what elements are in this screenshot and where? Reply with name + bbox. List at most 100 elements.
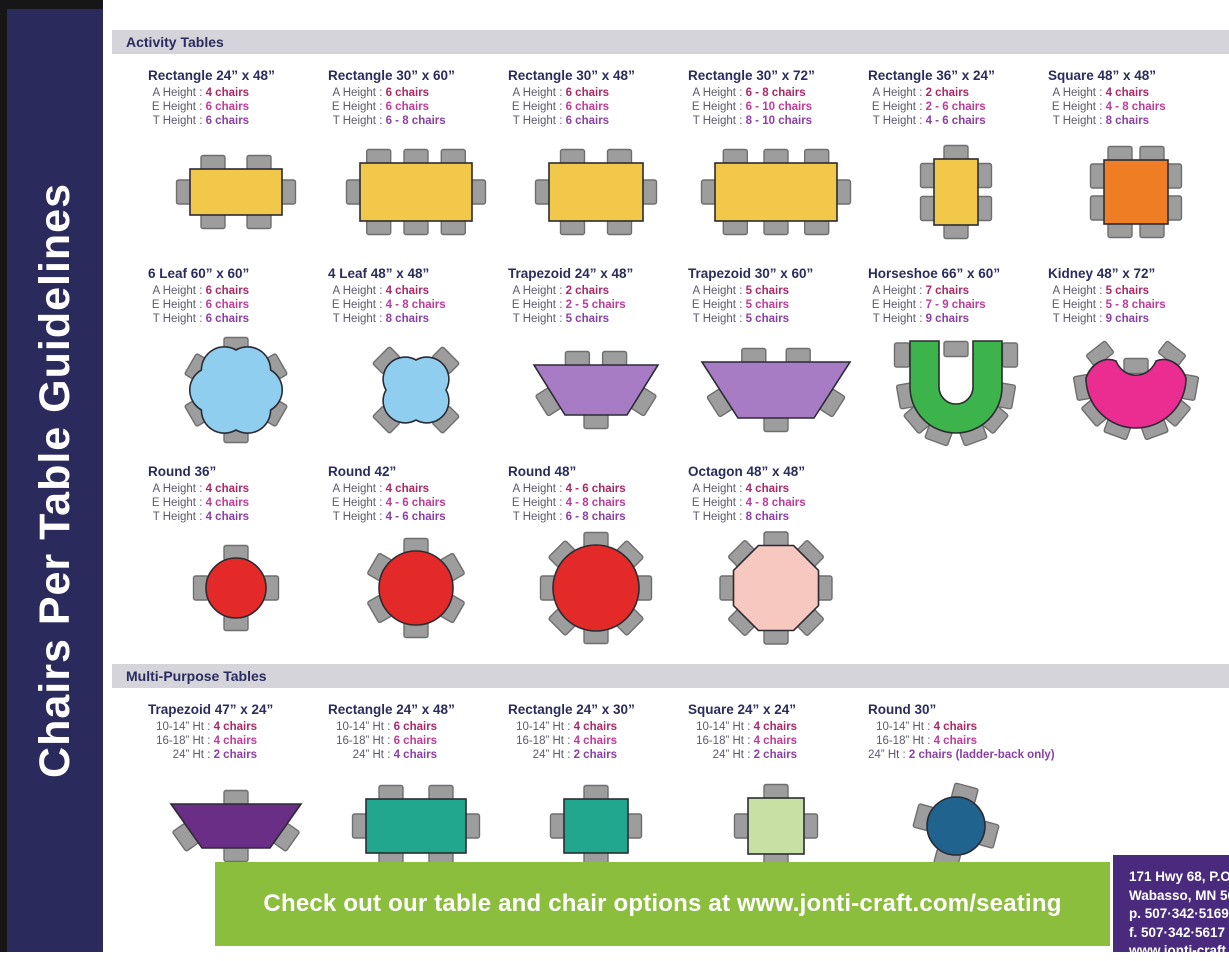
promo-banner-text: Check out our table and chair options at… <box>263 890 1062 917</box>
spec-colon: : <box>556 511 566 523</box>
table-shape <box>189 346 283 434</box>
spec-colon: : <box>736 115 746 127</box>
spec-row: T Height : 8 chairs <box>688 510 868 524</box>
spec-row: A Height : 4 chairs <box>688 482 868 496</box>
spec-row: A Height : 6 - 8 chairs <box>688 86 868 100</box>
table-card: Rectangle 24” x 48” 10-14” Ht : 6 chairs 1… <box>328 702 508 886</box>
spec-label: A Height <box>152 285 196 297</box>
table-name: Trapezoid 47” x 24” <box>148 702 274 717</box>
spec-value: 4 chairs <box>753 735 798 747</box>
spec-value: 6 chairs <box>385 101 430 113</box>
spec-value: 6 chairs <box>565 101 610 113</box>
table-shape <box>552 544 640 632</box>
table-diagram <box>700 148 852 236</box>
spec-colon: : <box>916 115 926 127</box>
spec-colon: : <box>376 313 386 325</box>
table-card: Round 48” A Height : 4 - 6 chairs E Height… <box>508 464 688 648</box>
spec-label: T Height <box>1052 313 1096 325</box>
spec-value: 6 chairs <box>205 299 250 311</box>
table-shape <box>548 162 644 222</box>
spec-value: 6 chairs <box>393 721 438 733</box>
spec-label: A Height <box>332 285 376 297</box>
spec-value: 4 - 6 chairs <box>565 483 626 495</box>
table-card: Kidney 48” x 72” A Height : 5 chairs E Hei… <box>1048 266 1228 450</box>
spec-label: 10-14” Ht <box>876 721 924 733</box>
spec-value: 2 chairs <box>753 749 798 761</box>
spec-colon: : <box>196 483 206 495</box>
table-name: Round 30” <box>868 702 937 717</box>
spec-colon: : <box>744 735 754 747</box>
table-card: Round 36” A Height : 4 chairs E Height : 4… <box>148 464 328 648</box>
spec-colon: : <box>1096 299 1106 311</box>
spec-value: 4 chairs <box>205 511 250 523</box>
spec-label: T Height <box>512 511 556 523</box>
spec-colon: : <box>204 735 214 747</box>
spec-value: 4 - 8 chairs <box>1105 101 1166 113</box>
spec-value: 5 chairs <box>745 299 790 311</box>
section-header: Multi-Purpose Tables <box>112 664 1229 688</box>
table-diagram <box>1072 340 1200 440</box>
spec-row: E Height : 6 - 10 chairs <box>688 100 868 114</box>
spec-label: 24” Ht <box>868 749 900 761</box>
spec-colon: : <box>736 299 746 311</box>
contact-line: 171 Hwy 68, P.O. Box 30 <box>1129 869 1229 884</box>
spec-row: A Height : 4 chairs <box>1048 86 1228 100</box>
spec-colon: : <box>916 299 926 311</box>
spec-colon: : <box>376 497 386 509</box>
spec-label: T Height <box>692 511 736 523</box>
table-card: 4 Leaf 48” x 48” A Height : 4 chairs E Hei… <box>328 266 508 450</box>
spec-colon: : <box>1096 87 1106 99</box>
spec-label: E Height <box>151 299 196 311</box>
spec-label: T Height <box>332 511 376 523</box>
spec-label: E Height <box>511 101 556 113</box>
table-name: Rectangle 30” x 72” <box>688 68 815 83</box>
contact-line: p. 507·342·5169 <box>1129 906 1229 921</box>
spec-colon: : <box>196 87 206 99</box>
spec-value: 4 chairs <box>753 721 798 733</box>
table-name: Kidney 48” x 72” <box>1048 266 1156 281</box>
table-card: Round 30” 10-14” Ht : 4 chairs 16-18” Ht :… <box>868 702 1055 886</box>
spec-value: 2 chairs <box>573 749 618 761</box>
spec-row: A Height : 4 chairs <box>148 482 328 496</box>
promo-banner: Check out our table and chair options at… <box>215 862 1110 946</box>
table-shape <box>747 797 805 855</box>
spec-value: 5 chairs <box>565 313 610 325</box>
spec-label: E Height <box>1051 101 1096 113</box>
table-shape <box>1103 159 1169 225</box>
spec-colon: : <box>556 313 566 325</box>
spec-row: 24” Ht : 2 chairs <box>688 748 868 762</box>
table-name: Rectangle 24” x 48” <box>328 702 455 717</box>
spec-label: E Height <box>511 299 556 311</box>
spec-value: 4 chairs <box>213 721 258 733</box>
spec-label: 16-18” Ht <box>696 735 744 747</box>
spec-colon: : <box>556 299 566 311</box>
spec-row: T Height : 4 - 6 chairs <box>328 510 508 524</box>
spec-row: E Height : 2 - 6 chairs <box>868 100 1048 114</box>
spec-row: E Height : 6 chairs <box>148 100 328 114</box>
spec-value: 8 - 10 chairs <box>745 115 813 127</box>
table-diagram <box>169 789 303 863</box>
contact-box: 171 Hwy 68, P.O. Box 30 Wabasso, MN 56293… <box>1113 855 1229 958</box>
spec-row: E Height : 5 chairs <box>688 298 868 312</box>
spec-value: 4 chairs <box>205 87 250 99</box>
spec-colon: : <box>196 497 206 509</box>
spec-row: A Height : 2 chairs <box>868 86 1048 100</box>
table-name: Square 48” x 48” <box>1048 68 1157 83</box>
table-shape <box>714 162 838 222</box>
table-name: Octagon 48” x 48” <box>688 464 806 479</box>
spec-row: E Height : 7 - 9 chairs <box>868 298 1048 312</box>
table-sections: Activity Tables Rectangle 24” x 48” A Heig… <box>103 30 1229 886</box>
table-grid-row: 6 Leaf 60” x 60” A Height : 6 chairs E Hei… <box>103 266 1229 450</box>
spec-value: 6 - 10 chairs <box>745 101 813 113</box>
table-name: Round 48” <box>508 464 577 479</box>
spec-colon: : <box>376 483 386 495</box>
spec-label: A Height <box>152 87 196 99</box>
spec-colon: : <box>916 313 926 325</box>
spec-label: A Height <box>332 87 376 99</box>
spec-label: A Height <box>512 87 556 99</box>
spec-row: 24” Ht : 2 chairs (ladder-back only) <box>868 748 1055 762</box>
spec-colon: : <box>376 299 386 311</box>
spec-row: T Height : 5 chairs <box>688 312 868 326</box>
spec-colon: : <box>376 511 386 523</box>
spec-row: A Height : 5 chairs <box>1048 284 1228 298</box>
